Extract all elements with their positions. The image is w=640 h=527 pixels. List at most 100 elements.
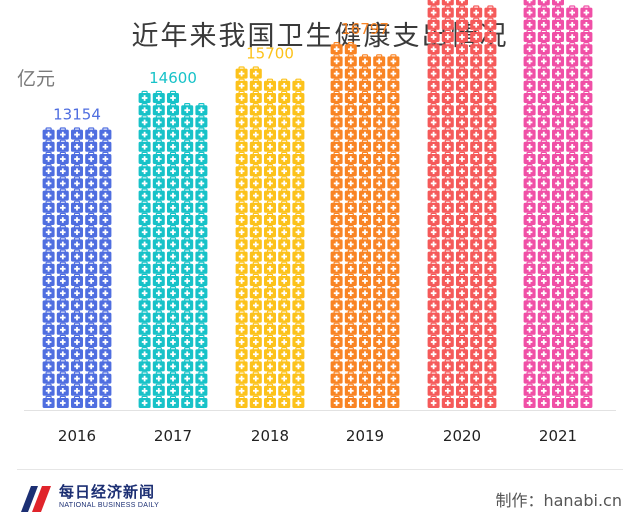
- medical-kit-icon: [152, 322, 165, 335]
- medical-kit-icon: [537, 102, 550, 116]
- medical-kit-icon: [292, 200, 305, 213]
- medical-kit-icon: [441, 151, 454, 164]
- medical-kit-icon: [71, 395, 83, 408]
- medical-kit-icon: [42, 334, 55, 347]
- medical-kit-icon: [56, 212, 69, 225]
- medical-kit-icon: [523, 249, 536, 262]
- medical-kit-icon: [566, 200, 579, 213]
- medical-kit-icon: [387, 151, 400, 164]
- publisher-logo: 每日经济新闻 NATIONAL BUSINESS DAILY: [18, 480, 178, 516]
- medical-kit-icon: [264, 176, 276, 189]
- medical-kit-icon: [344, 151, 357, 164]
- medical-kit-icon: [387, 54, 400, 67]
- medical-kit-icon: [235, 176, 248, 189]
- medical-kit-icon: [484, 383, 497, 396]
- medical-kit-icon: [85, 151, 98, 164]
- medical-kit-icon: [167, 212, 179, 225]
- medical-kit-icon: [456, 139, 468, 152]
- medical-kit-icon: [359, 102, 371, 116]
- medical-kit-icon: [56, 359, 69, 372]
- medical-kit-icon: [470, 200, 483, 213]
- medical-kit-icon: [484, 212, 497, 225]
- medical-kit-icon: [167, 200, 179, 213]
- medical-kit-icon: [484, 90, 497, 103]
- medical-kit-icon: [56, 188, 69, 201]
- medical-kit-icon: [552, 5, 564, 18]
- medical-kit-icon: [537, 151, 550, 164]
- medical-kit-icon: [138, 383, 151, 396]
- medical-kit-icon: [470, 164, 483, 177]
- medical-kit-icon: [537, 127, 550, 140]
- medical-kit-icon: [484, 322, 497, 335]
- medical-kit-icon: [441, 90, 454, 103]
- medical-kit-icon: [566, 359, 579, 372]
- medical-kit-icon: [292, 273, 305, 286]
- medical-kit-icon: [441, 310, 454, 323]
- medical-kit-icon: [278, 115, 291, 128]
- medical-kit-icon: [278, 200, 291, 213]
- medical-kit-icon: [278, 359, 291, 372]
- medical-kit-icon: [359, 395, 371, 408]
- medical-kit-icon: [523, 286, 536, 299]
- medical-kit-icon: [484, 17, 497, 30]
- medical-kit-icon: [580, 371, 593, 384]
- medical-kit-icon: [138, 237, 151, 250]
- medical-kit-icon: [387, 164, 400, 177]
- medical-kit-icon: [427, 273, 440, 286]
- medical-kit-icon: [167, 249, 179, 262]
- medical-kit-icon: [138, 359, 151, 372]
- medical-kit-icon: [566, 17, 579, 30]
- medical-kit-icon: [235, 395, 248, 408]
- medical-kit-icon: [330, 176, 343, 189]
- medical-kit-icon: [484, 273, 497, 286]
- medical-kit-icon: [138, 200, 151, 213]
- medical-kit-icon: [235, 249, 248, 262]
- medical-kit-icon: [264, 322, 276, 335]
- bar-2016: [42, 127, 112, 408]
- medical-kit-icon: [523, 383, 536, 396]
- medical-kit-icon: [456, 90, 468, 103]
- medical-kit-icon: [195, 322, 208, 335]
- medical-kit-icon: [330, 237, 343, 250]
- medical-kit-icon: [580, 5, 593, 18]
- medical-kit-icon: [552, 102, 564, 116]
- medical-kit-icon: [278, 127, 291, 140]
- medical-kit-icon: [373, 371, 386, 384]
- medical-kit-icon: [580, 176, 593, 189]
- medical-kit-icon: [373, 127, 386, 140]
- medical-kit-icon: [441, 286, 454, 299]
- medical-kit-icon: [441, 66, 454, 79]
- medical-kit-icon: [249, 212, 262, 225]
- medical-kit-icon: [537, 225, 550, 238]
- medical-kit-icon: [99, 225, 112, 238]
- medical-kit-icon: [470, 273, 483, 286]
- medical-kit-icon: [387, 200, 400, 213]
- medical-kit-icon: [484, 127, 497, 140]
- medical-kit-icon: [264, 188, 276, 201]
- medical-kit-icon: [56, 261, 69, 274]
- medical-kit-icon: [566, 273, 579, 286]
- medical-kit-icon: [566, 102, 579, 116]
- medical-kit-icon: [552, 78, 564, 91]
- medical-kit-icon: [249, 127, 262, 140]
- medical-kit-icon: [85, 395, 98, 408]
- medical-kit-icon: [99, 273, 112, 286]
- medical-kit-icon: [264, 395, 276, 408]
- bar-2019: [330, 41, 400, 408]
- medical-kit-icon: [580, 90, 593, 103]
- medical-kit-icon: [359, 371, 371, 384]
- medical-kit-icon: [441, 54, 454, 67]
- medical-kit-icon: [456, 298, 468, 311]
- medical-kit-icon: [359, 127, 371, 140]
- medical-kit-icon: [427, 383, 440, 396]
- x-axis-baseline: [24, 410, 616, 411]
- medical-kit-icon: [235, 298, 248, 311]
- medical-kit-icon: [484, 102, 497, 116]
- medical-kit-icon: [264, 127, 276, 140]
- medical-kit-icon: [167, 383, 179, 396]
- medical-kit-icon: [566, 115, 579, 128]
- medical-kit-icon: [359, 151, 371, 164]
- medical-kit-icon: [292, 249, 305, 262]
- medical-kit-icon: [523, 298, 536, 311]
- medical-kit-icon: [441, 139, 454, 152]
